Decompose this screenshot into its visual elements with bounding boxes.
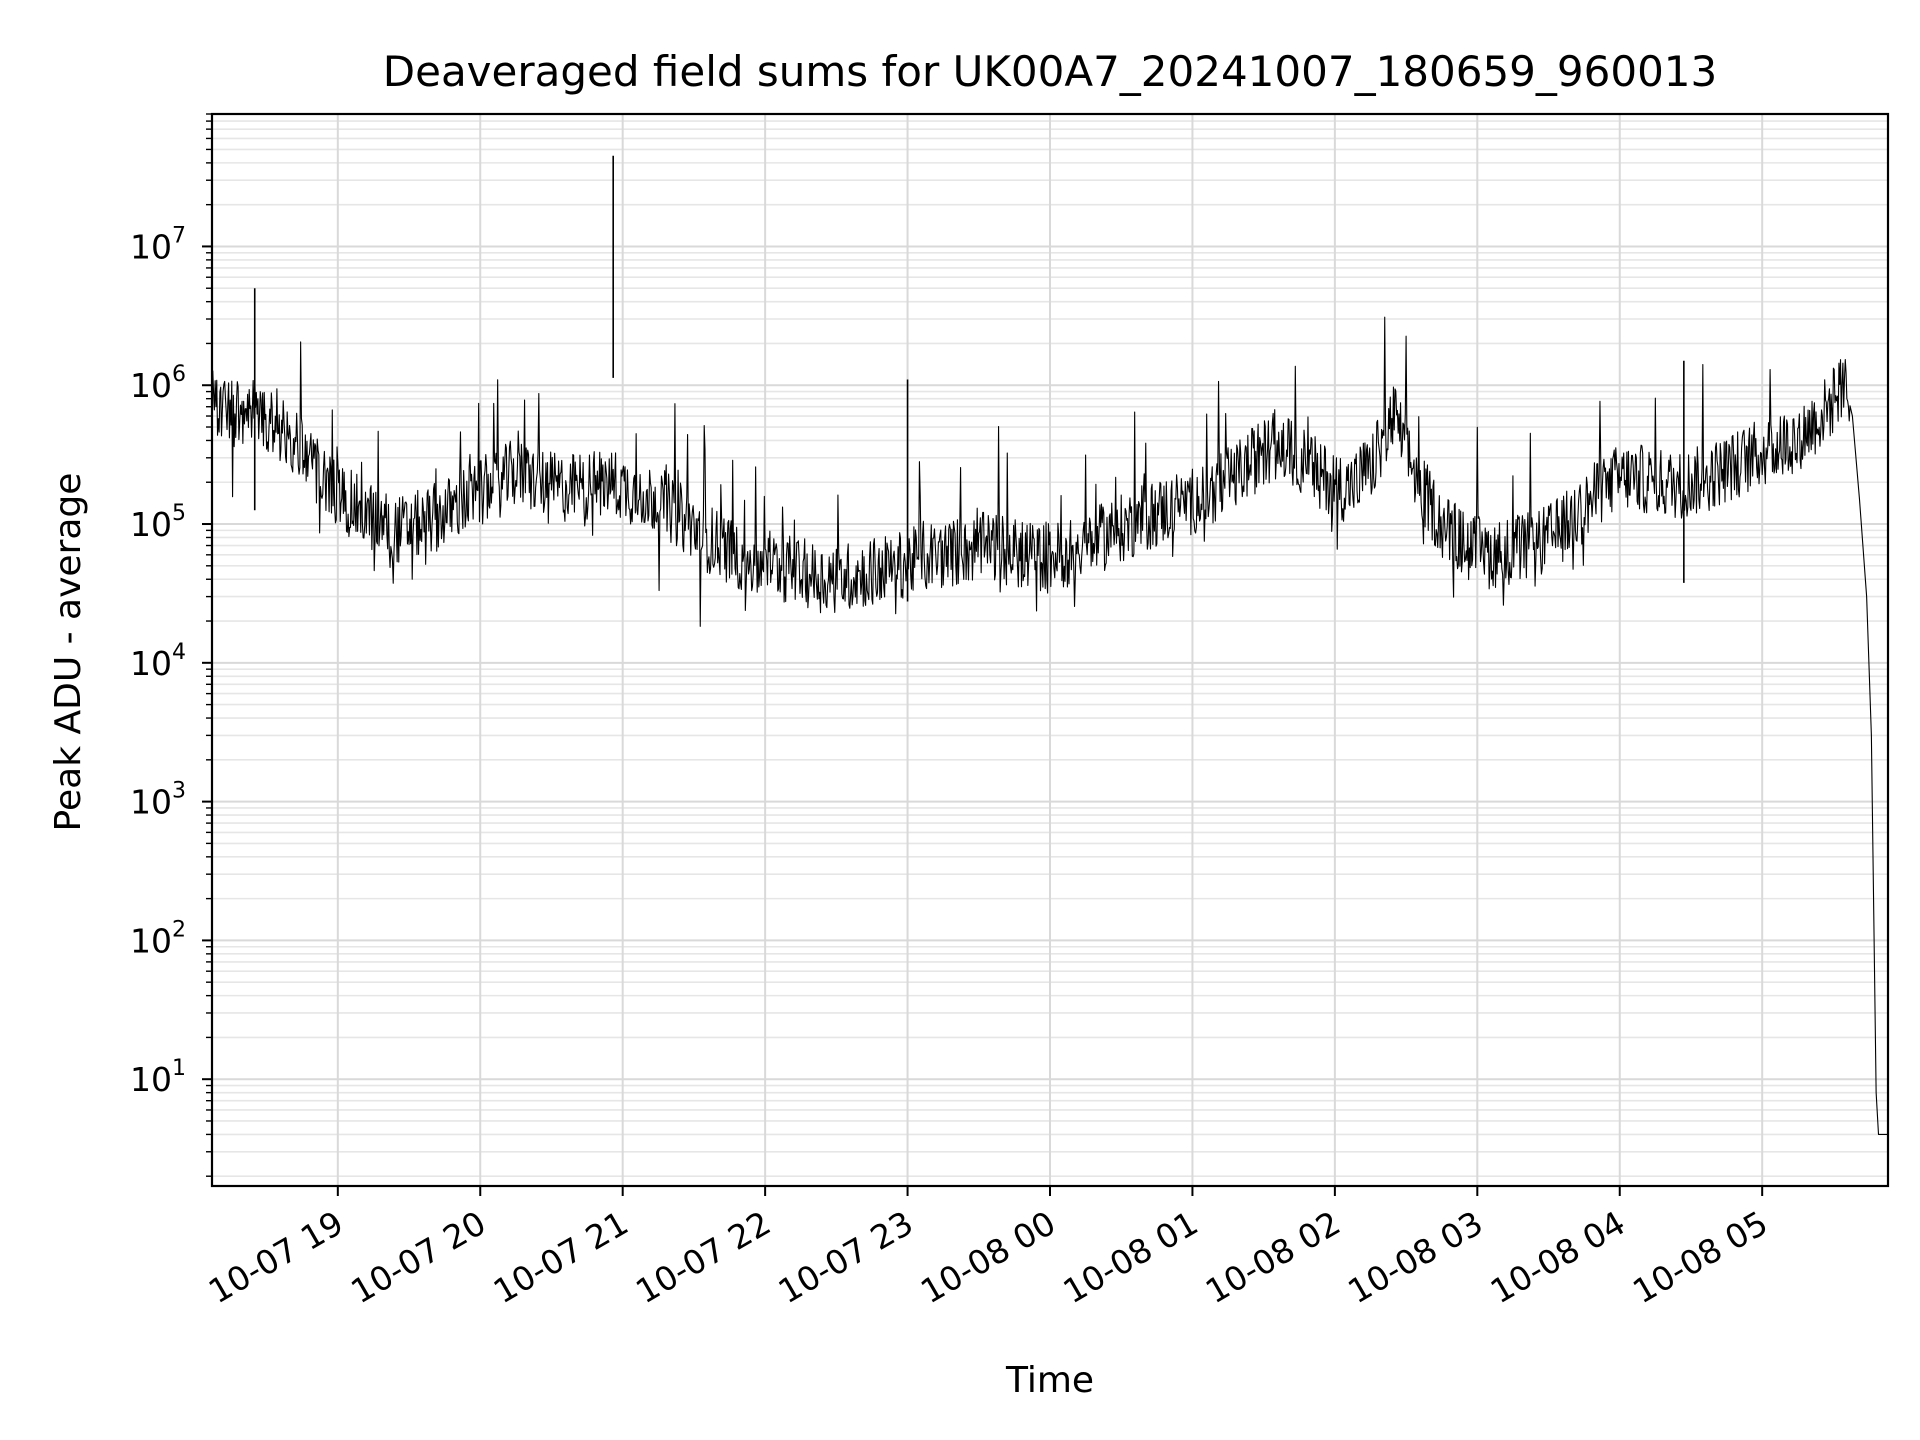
major-gridlines [212,114,1888,1186]
y-tick-label: 106 [130,362,186,405]
y-tick-label: 107 [130,223,186,266]
series-group [211,155,1888,1135]
y-axis-ticks: 101 102 103 104 105 106 107 [130,113,212,1177]
y-tick-label: 101 [130,1056,186,1099]
y-axis-label: Peak ADU - average [48,473,89,832]
y-tick-label: 105 [130,501,186,544]
y-tick-label: 103 [130,779,186,822]
x-axis-label: Time [1005,1360,1094,1401]
y-tick-label: 102 [130,917,186,960]
y-tick-label: 104 [130,640,186,683]
chart-title: Deaveraged field sums for UK00A7_2024100… [383,47,1717,96]
series-line-0 [211,316,1888,1135]
